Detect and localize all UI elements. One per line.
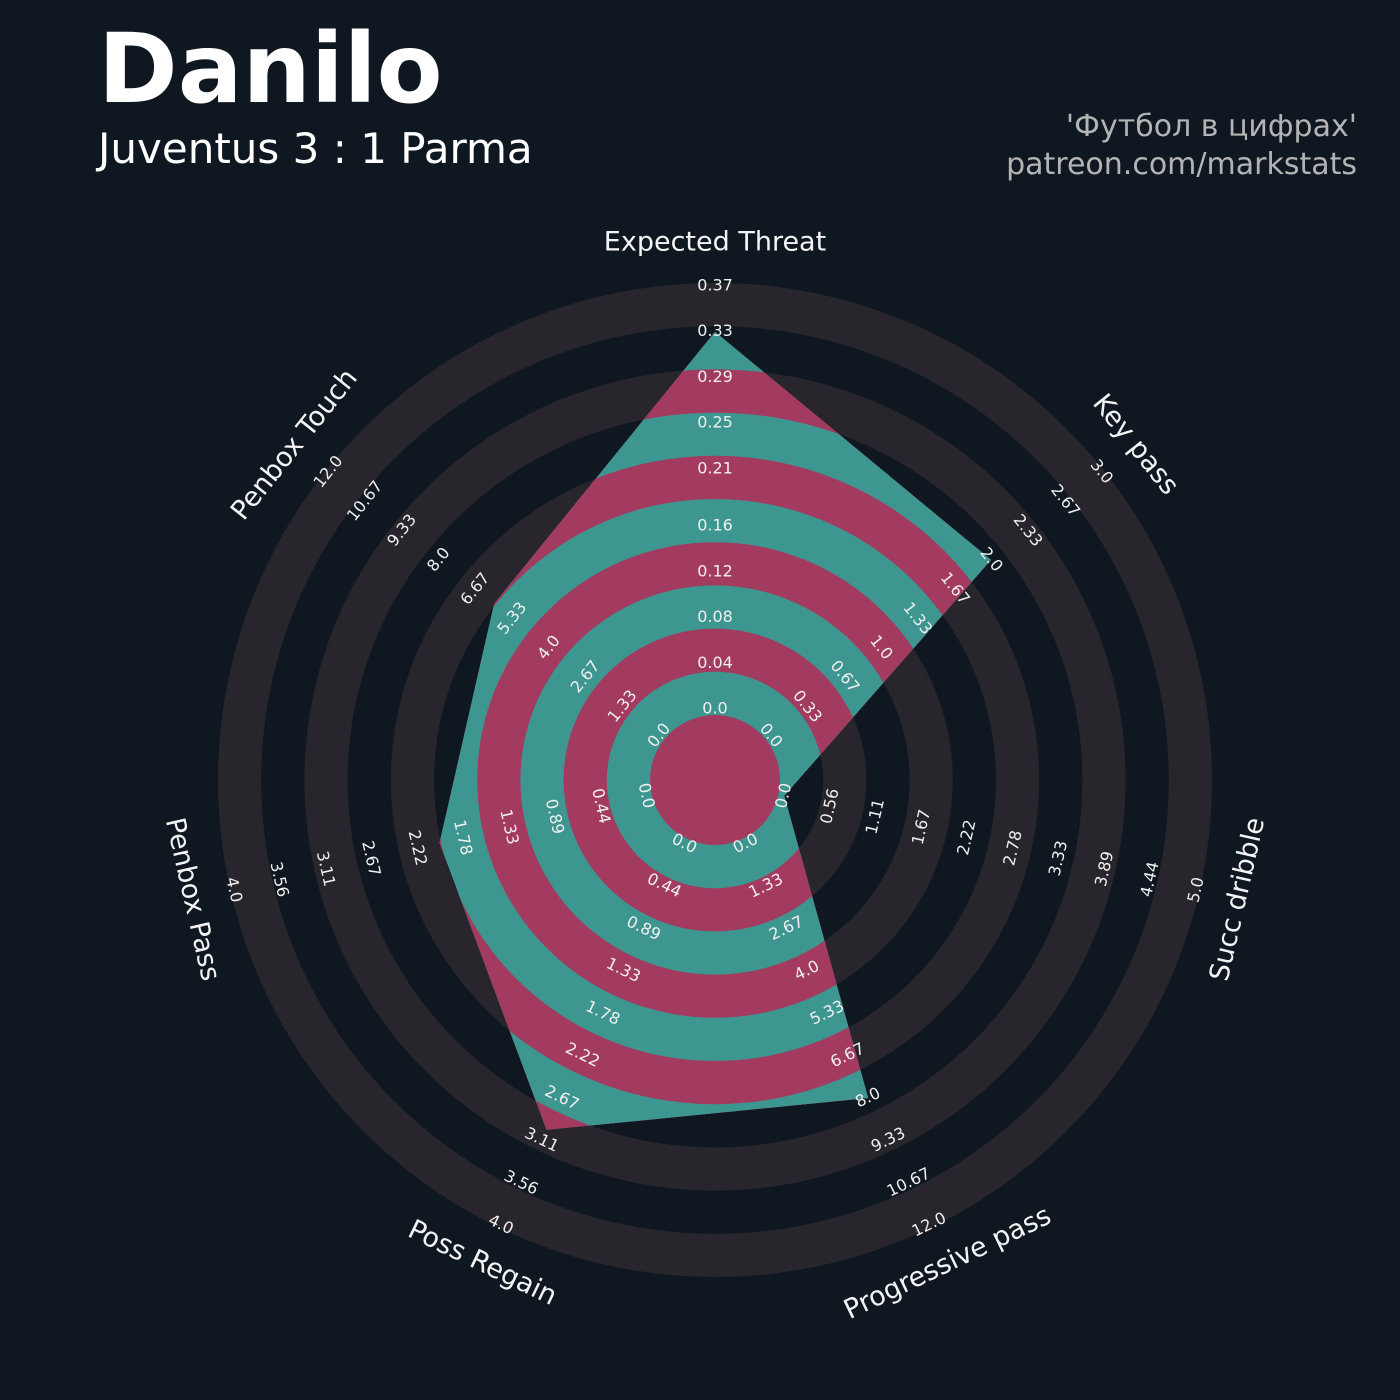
tick-label: 0.21 [697, 458, 733, 477]
tick-label: 0.04 [697, 653, 733, 672]
tick-label: 0.12 [697, 561, 733, 580]
tick-label: 0.37 [697, 276, 733, 295]
chart-title: Danilo [98, 13, 443, 125]
tick-label: 0.25 [697, 413, 733, 432]
axis-label: Expected Threat [604, 227, 826, 258]
tick-label: 0.0 [702, 699, 727, 718]
credit: patreon.com/markstats [1006, 147, 1357, 182]
tick-label: 0.08 [697, 607, 733, 626]
tick-label: 0.16 [697, 516, 733, 535]
credit: 'Футбол в цифрах' [1066, 109, 1357, 144]
tick-label: 0.33 [697, 321, 733, 340]
ring [650, 715, 780, 845]
chart-subtitle: Juventus 3 : 1 Parma [95, 124, 533, 173]
tick-label: 0.29 [697, 367, 733, 386]
